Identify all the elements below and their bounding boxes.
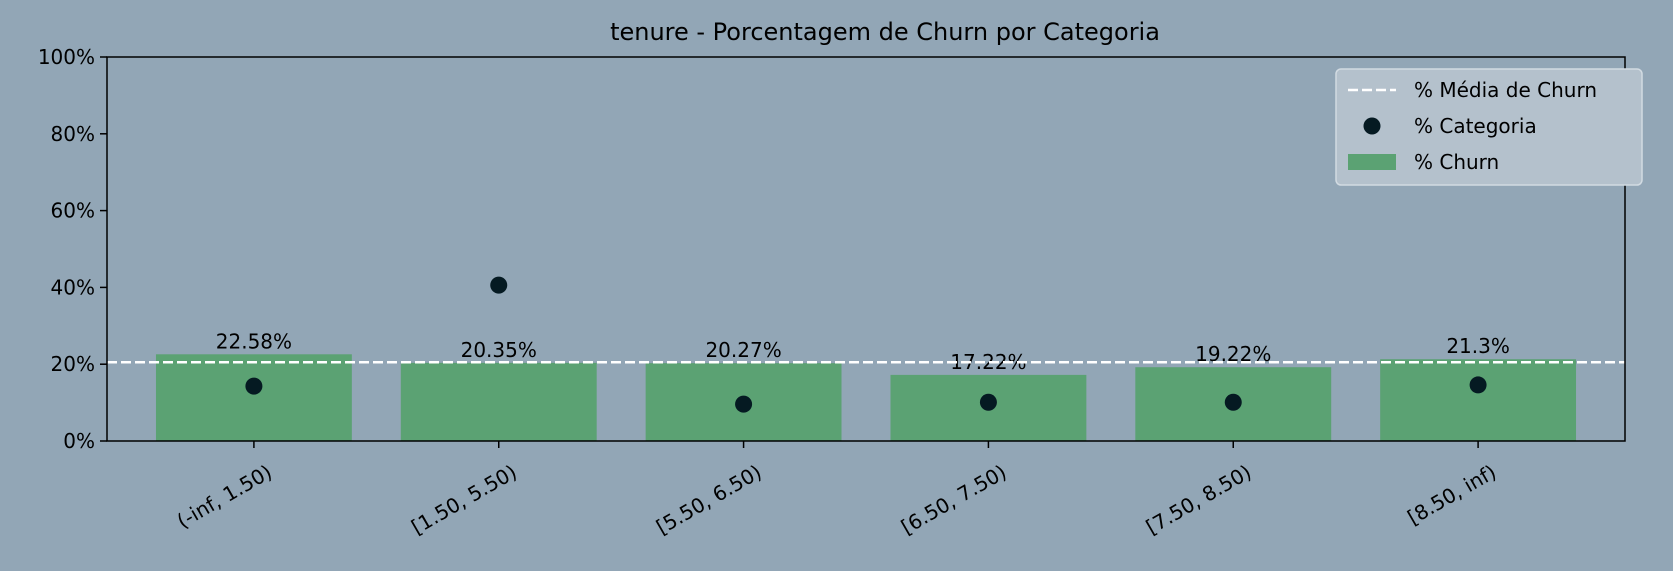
x-tick-label: [6.50, 7.50) <box>897 460 1011 539</box>
plot-frame <box>106 56 1626 442</box>
legend-label: % Churn <box>1414 150 1499 174</box>
category-point <box>1224 393 1242 411</box>
y-tick-label: 0% <box>63 429 95 453</box>
legend-category-point-swatch <box>1363 117 1381 135</box>
category-point <box>735 395 753 413</box>
legend-label: % Categoria <box>1414 114 1537 138</box>
x-tick-label: [8.50, inf) <box>1403 460 1500 530</box>
x-tick-label: [7.50, 8.50) <box>1142 460 1256 539</box>
y-tick-label: 60% <box>51 199 95 223</box>
y-tick-label: 20% <box>51 352 95 376</box>
bar-value-label: 20.35% <box>461 338 537 362</box>
category-point <box>1469 376 1487 394</box>
category-point <box>245 377 263 395</box>
legend-box <box>1335 68 1643 186</box>
y-tick-label: 100% <box>38 45 95 69</box>
x-tick-label: [1.50, 5.50) <box>407 460 521 539</box>
churn-bar <box>400 362 597 441</box>
legend-label: % Média de Churn <box>1414 78 1597 102</box>
churn-bar <box>155 354 352 441</box>
category-point <box>979 393 997 411</box>
y-tick-label: 40% <box>51 275 95 299</box>
bar-value-label: 20.27% <box>705 338 781 362</box>
bar-value-label: 22.58% <box>216 329 292 353</box>
chart-title: tenure - Porcentagem de Churn por Catego… <box>610 18 1160 46</box>
legend: % Média de Churn % Categoria % Churn <box>1335 68 1643 186</box>
x-tick-label: (-inf, 1.50) <box>173 460 276 533</box>
churn-bar <box>1380 359 1577 441</box>
x-tick-label: [5.50, 6.50) <box>652 460 766 539</box>
legend-churn-bar-swatch <box>1348 154 1396 170</box>
bar-value-label: 21.3% <box>1446 334 1510 358</box>
category-point <box>490 276 508 294</box>
y-tick-label: 80% <box>51 122 95 146</box>
